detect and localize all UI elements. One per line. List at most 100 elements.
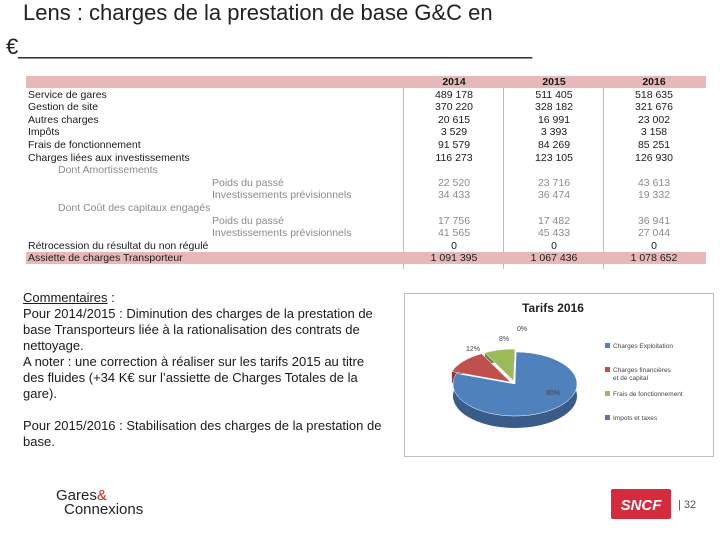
row-value: 3 529 bbox=[440, 126, 468, 139]
legend-swatch bbox=[605, 367, 610, 372]
row-value: 85 251 bbox=[637, 139, 671, 151]
row-value: 19 332 bbox=[637, 189, 671, 202]
row-label: Investissements prévisionnels bbox=[212, 227, 352, 240]
row-label: Dont Coût des capitaux engagés bbox=[58, 202, 211, 214]
pie-slice bbox=[451, 353, 512, 383]
column-separator bbox=[403, 76, 404, 269]
row-value: 17 756 bbox=[437, 214, 471, 227]
table-row: Charges liées aux investissements 116 273… bbox=[26, 152, 706, 164]
row-value: 22 520 bbox=[437, 176, 471, 189]
row-label: Charges liées aux investissements bbox=[28, 151, 190, 164]
legend-label: Impots et taxes bbox=[613, 415, 658, 422]
page-number: | 32 bbox=[678, 499, 697, 511]
total-value: 1 091 395 bbox=[430, 252, 478, 265]
charges-table: 2014 2015 2016 Service de gares 489 178 511 4… bbox=[26, 76, 706, 269]
row-label: Poids du passé bbox=[212, 176, 284, 189]
row-value: 27 044 bbox=[637, 227, 671, 240]
row-value: 511 405 bbox=[535, 88, 573, 101]
legend-label: et de capital bbox=[613, 375, 649, 382]
legend-swatch bbox=[605, 415, 610, 420]
svg-text:SNCF: SNCF bbox=[621, 497, 663, 514]
year-header: 2015 bbox=[542, 76, 566, 88]
column-separator bbox=[603, 76, 604, 269]
row-value: 36 474 bbox=[537, 189, 571, 202]
table-row: Autres charges 20 615 16 991 23 002 bbox=[26, 114, 706, 126]
row-value: 43 613 bbox=[637, 176, 671, 189]
row-value: 20 615 bbox=[437, 113, 471, 126]
legend-label: Charges Exploitation bbox=[613, 343, 673, 350]
legend-label: Frais de fonctionnement bbox=[613, 391, 683, 398]
slide-title: Lens : charges de la prestation de base … bbox=[23, 0, 493, 25]
row-label: Dont Amortissements bbox=[58, 164, 158, 177]
column-separator bbox=[503, 76, 504, 269]
table-row: Frais de fonctionnement 91 579 84 269 85 25… bbox=[26, 139, 706, 151]
total-value: 1 078 652 bbox=[630, 252, 678, 265]
row-value: 36 941 bbox=[637, 214, 671, 227]
total-value: 1 067 436 bbox=[530, 252, 578, 265]
comments-heading: Commentaires bbox=[23, 290, 108, 305]
row-value: 45 433 bbox=[537, 227, 571, 240]
row-value: 0 bbox=[551, 239, 557, 252]
data-label: 0% bbox=[517, 326, 527, 333]
pie-chart: Tarifs 2016 80% 12% 8% 0% Charges Exploitatio… bbox=[451, 301, 683, 428]
table-row: Dont Coût des capitaux engagés bbox=[26, 202, 706, 214]
row-label: Poids du passé bbox=[212, 214, 284, 227]
data-label: 12% bbox=[466, 346, 480, 353]
legend-label: Charges financières bbox=[613, 367, 672, 374]
row-value: 17 482 bbox=[537, 214, 571, 227]
gares-connexions-logo: Gares& Connexions bbox=[56, 487, 144, 518]
row-label: Service de gares bbox=[28, 88, 107, 101]
row-value: 91 579 bbox=[437, 139, 471, 151]
data-label: 80% bbox=[546, 390, 560, 397]
row-value: 116 273 bbox=[435, 151, 473, 164]
row-value: 16 991 bbox=[537, 113, 571, 126]
row-label: Frais de fonctionnement bbox=[28, 139, 141, 151]
table-row: Poids du passé 22 520 23 716 43 613 bbox=[26, 177, 706, 189]
row-label: Impôts bbox=[28, 126, 60, 139]
year-header: 2014 bbox=[442, 76, 466, 88]
pie-slice bbox=[484, 348, 516, 382]
table-row: Service de gares 489 178 511 405 518 635 bbox=[26, 89, 706, 101]
table-row: Investissements prévisionnels 34 433 36 47… bbox=[26, 189, 706, 201]
row-label: Investissements prévisionnels bbox=[212, 189, 352, 202]
table-row: Investissements prévisionnels 41 565 45 43… bbox=[26, 227, 706, 239]
comment-note: A noter : une correction à réaliser sur … bbox=[23, 354, 365, 401]
row-value: 126 930 bbox=[635, 151, 673, 164]
row-value: 3 158 bbox=[640, 126, 668, 139]
table-row: Poids du passé 17 756 17 482 36 941 bbox=[26, 215, 706, 227]
comment-2015-2016: Pour 2015/2016 : Stabilisation des charg… bbox=[23, 418, 382, 449]
row-value: 328 182 bbox=[535, 101, 573, 114]
row-value: 321 676 bbox=[635, 101, 673, 114]
pie-slice bbox=[452, 351, 578, 417]
chart-title: Tarifs 2016 bbox=[522, 301, 584, 315]
row-value: 123 105 bbox=[535, 151, 573, 164]
row-label: Autres charges bbox=[28, 113, 99, 126]
row-value: 41 565 bbox=[437, 227, 471, 240]
pie-chart-panel: Tarifs 2016 80% 12% 8% 0% Charges Exploitatio… bbox=[404, 293, 714, 457]
row-value: 34 433 bbox=[437, 189, 471, 202]
row-value: 0 bbox=[451, 239, 457, 252]
row-value: 84 269 bbox=[537, 139, 571, 151]
table-header-row: 2014 2015 2016 bbox=[26, 76, 706, 88]
row-value: 23 002 bbox=[637, 113, 671, 126]
total-label: Assiette de charges Transporteur bbox=[28, 252, 183, 265]
legend-swatch bbox=[605, 343, 610, 348]
table-total-row: Assiette de charges Transporteur 1 091 39… bbox=[26, 252, 706, 265]
slide-title-continuation: €_______________________________________… bbox=[6, 34, 533, 59]
row-value: 0 bbox=[651, 239, 657, 252]
row-value: 489 178 bbox=[435, 88, 473, 101]
row-label: Rétrocession du résultat du non régulé bbox=[28, 239, 209, 252]
comments-heading-colon: : bbox=[107, 290, 115, 305]
table-row: Gestion de site 370 220 328 182 321 676 bbox=[26, 101, 706, 113]
row-value: 23 716 bbox=[537, 176, 571, 189]
row-value: 3 393 bbox=[540, 126, 568, 139]
comment-2014-2015: Pour 2014/2015 : Diminution des charges … bbox=[23, 306, 373, 353]
table-row: Impôts 3 529 3 393 3 158 bbox=[26, 126, 706, 138]
data-label: 8% bbox=[499, 336, 509, 343]
table-row: Rétrocession du résultat du non régulé 0 0… bbox=[26, 240, 706, 252]
row-value: 518 635 bbox=[635, 88, 673, 101]
table-row: Dont Amortissements bbox=[26, 164, 706, 176]
year-header: 2016 bbox=[642, 76, 666, 88]
legend-swatch bbox=[605, 391, 610, 396]
comments-block: Commentaires : Pour 2014/2015 : Diminuti… bbox=[23, 290, 385, 450]
